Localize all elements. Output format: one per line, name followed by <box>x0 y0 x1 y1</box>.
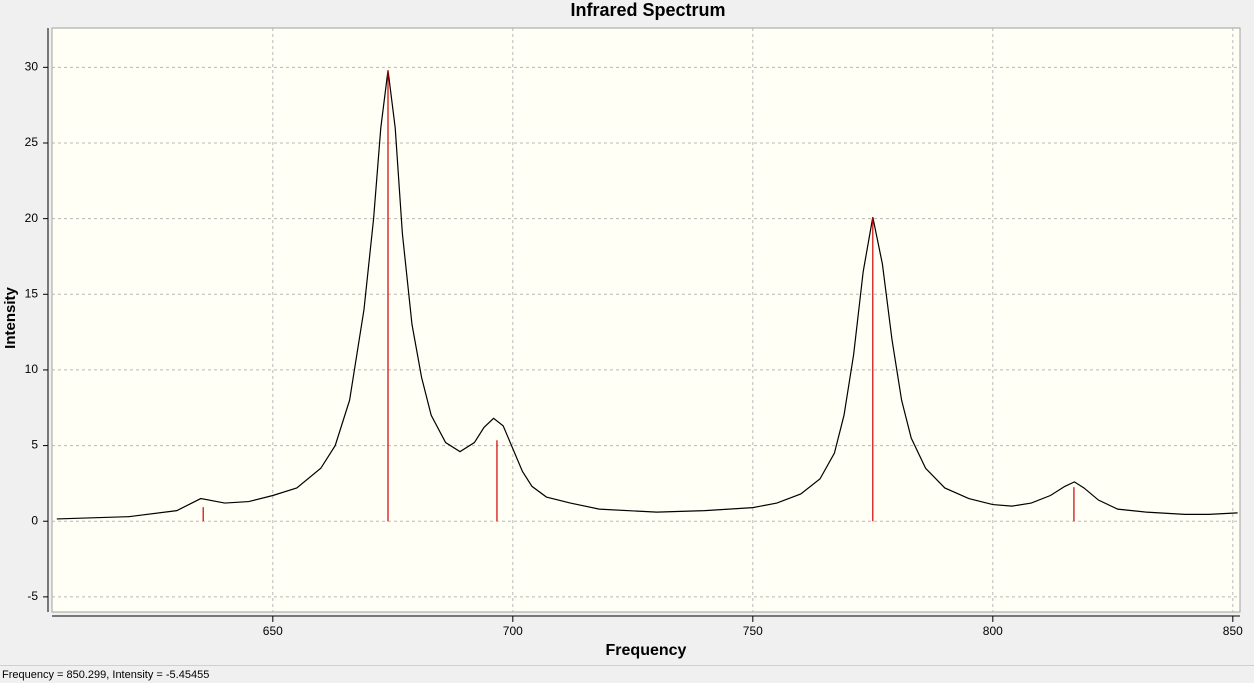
y-tick-label: 20 <box>25 211 39 225</box>
y-tick-label: 0 <box>31 513 38 527</box>
chart-title: Infrared Spectrum <box>570 0 725 20</box>
spectrum-line <box>56 70 1238 520</box>
status-bar: Frequency = 850.299, Intensity = -5.4545… <box>0 665 1254 683</box>
x-tick-label: 650 <box>263 624 283 638</box>
x-tick-label: 850 <box>1223 624 1243 638</box>
y-tick-label: 15 <box>25 286 39 300</box>
y-tick-label: 25 <box>25 135 39 149</box>
y-tick-label: -5 <box>27 589 38 603</box>
plot-area <box>51 27 1241 613</box>
x-tick-label: 750 <box>743 624 763 638</box>
y-tick-label: 5 <box>31 438 38 452</box>
x-tick-label: 800 <box>983 624 1003 638</box>
y-axis-label: Intensity <box>2 287 19 349</box>
y-tick-label: 10 <box>25 362 39 376</box>
y-tick-label: 30 <box>25 60 39 74</box>
chart: Infrared Spectrum Frequency Intensity -5… <box>2 0 1243 659</box>
x-axis-label: Frequency <box>606 642 687 659</box>
x-tick-label: 700 <box>503 624 523 638</box>
